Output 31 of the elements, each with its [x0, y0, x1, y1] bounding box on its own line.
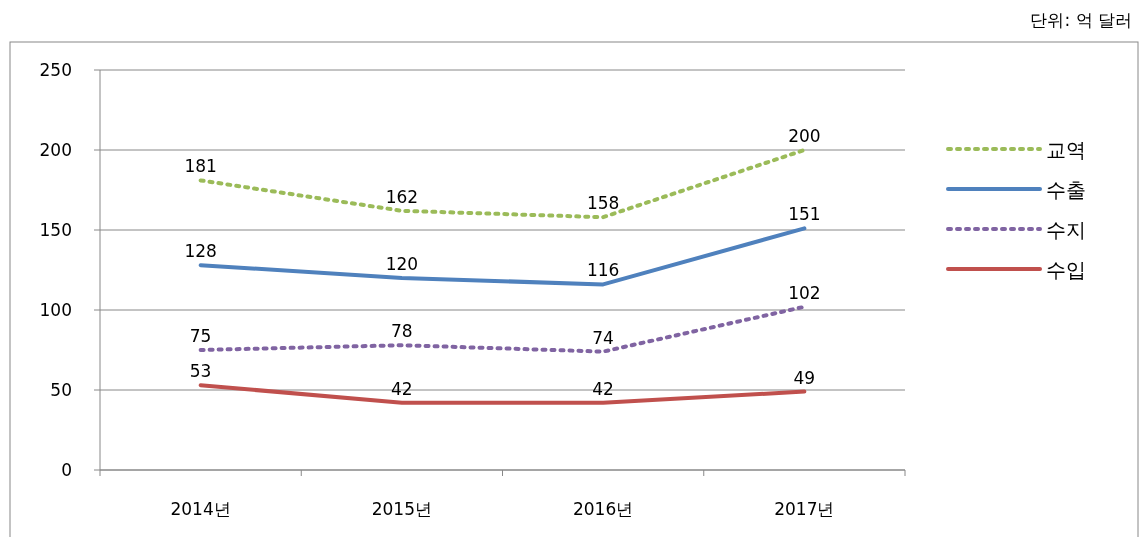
x-tick-label: 2015년	[371, 499, 433, 519]
data-label: 162	[385, 186, 419, 207]
legend-label: 교역	[1046, 138, 1086, 162]
data-label: 42	[592, 378, 614, 399]
data-label: 78	[391, 321, 413, 342]
legend-label: 수지	[1046, 218, 1086, 242]
legend-label: 수입	[1046, 258, 1086, 282]
data-label: 75	[189, 326, 212, 346]
data-label: 120	[385, 254, 419, 274]
data-label: 181	[184, 156, 217, 177]
y-tick-label: 100	[39, 300, 72, 320]
data-label: 74	[592, 327, 614, 348]
data-label: 158	[586, 193, 620, 214]
data-label: 53	[189, 361, 212, 382]
data-label: 128	[184, 241, 217, 262]
y-tick-label: 200	[39, 140, 72, 160]
data-label: 200	[788, 126, 821, 146]
x-tick-label: 2014년	[170, 499, 231, 519]
data-label: 49	[793, 367, 816, 388]
y-tick-label: 150	[39, 220, 72, 240]
legend-label: 수출	[1046, 178, 1086, 202]
data-label: 102	[788, 282, 821, 303]
data-label: 116	[586, 260, 620, 281]
data-label: 151	[788, 204, 821, 225]
x-tick-label: 2017년	[774, 499, 835, 519]
y-tick-label: 0	[61, 460, 72, 480]
x-tick-label: 2016년	[572, 499, 634, 519]
text: 단위: 억 달러	[1030, 10, 1132, 30]
data-label: 42	[391, 378, 413, 399]
y-tick-label: 250	[39, 60, 72, 80]
y-tick-label: 50	[50, 380, 72, 400]
